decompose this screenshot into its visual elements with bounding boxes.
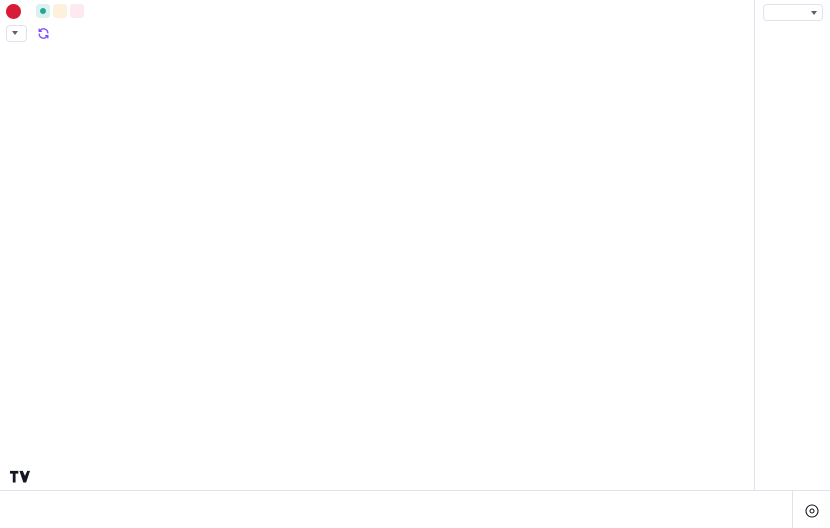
market-status-dot-icon[interactable] bbox=[36, 4, 50, 18]
chevron-down-icon bbox=[12, 31, 18, 35]
tradingview-logo-icon bbox=[10, 470, 30, 489]
tradingview-watermark bbox=[10, 470, 35, 489]
chart-plot-area[interactable] bbox=[0, 0, 755, 490]
refresh-icon[interactable] bbox=[37, 27, 50, 40]
chart-subtoolbar bbox=[6, 24, 50, 42]
axis-divider bbox=[792, 491, 793, 528]
layers-count-button[interactable] bbox=[6, 24, 27, 42]
header-badges bbox=[36, 4, 84, 18]
currency-selector[interactable] bbox=[763, 4, 823, 21]
time-axis[interactable] bbox=[0, 490, 830, 528]
chevron-down-icon bbox=[811, 10, 817, 15]
price-axis[interactable] bbox=[754, 0, 830, 490]
chart-canvas bbox=[0, 0, 755, 490]
gear-icon[interactable] bbox=[804, 503, 820, 519]
chart-header bbox=[0, 0, 830, 22]
symbol-logo-icon bbox=[6, 3, 21, 19]
session-badge[interactable] bbox=[53, 4, 67, 18]
alert-badge[interactable] bbox=[70, 4, 84, 18]
